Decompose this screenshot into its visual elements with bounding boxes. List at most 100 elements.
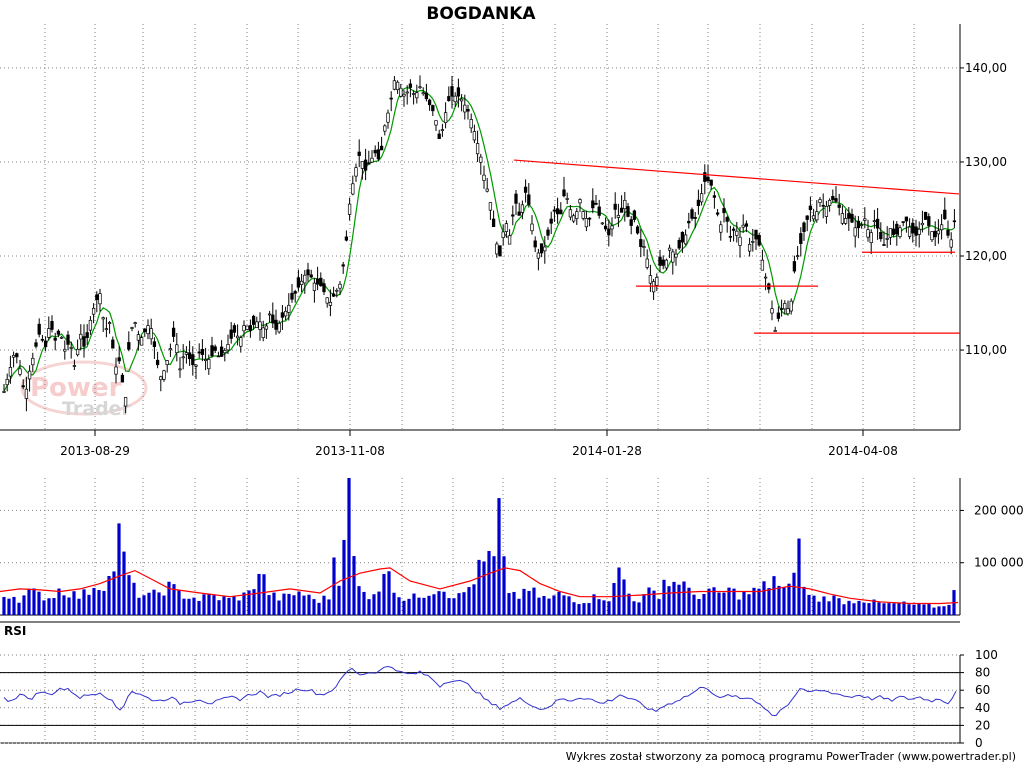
volume-bar [697,598,701,615]
candle [655,277,659,286]
volume-bar [457,593,461,615]
volume-bar [497,498,501,615]
candle [50,321,54,330]
volume-bar [657,599,661,615]
volume-bar [142,595,146,615]
candle [450,86,454,97]
price-moving-average [3,86,955,392]
candle [757,234,761,246]
volume-bar [552,595,556,615]
candle [379,145,384,151]
volume-bar [792,572,796,615]
candle [21,385,25,388]
volume-bars [2,478,956,615]
candle [674,253,678,258]
volume-bar [567,596,571,615]
volume-bar [127,575,131,615]
candle [95,294,99,301]
volume-bar [672,581,676,615]
candle [184,352,189,355]
candle [143,328,147,332]
candle [600,222,605,225]
volume-bar [512,591,516,615]
candle [715,212,720,215]
candle [712,195,717,198]
candle [584,218,589,228]
candle [571,215,576,222]
candle [904,216,909,222]
candle [696,199,701,206]
volume-bar [32,588,36,615]
date-tick-label: 2014-01-28 [572,444,642,458]
volume-bar [892,603,896,615]
candle [610,225,614,230]
candle [517,211,521,216]
candle [399,87,403,97]
volume-bar [667,586,671,615]
volume-bar [462,592,466,615]
volume-bar [317,602,321,615]
candle [91,307,96,315]
trendlines [513,159,960,334]
volume-bar [572,602,576,615]
candle [562,189,566,197]
candle [159,376,163,381]
candle [706,176,710,182]
candle [520,204,525,213]
candle [216,355,221,358]
candle [747,244,752,252]
candle [907,226,912,237]
candle [783,303,787,310]
candle [306,269,310,276]
candle [245,325,249,330]
volume-bar [182,598,186,615]
volume-bar [277,600,281,615]
candle [18,368,22,375]
candle [459,98,464,102]
candle [47,328,51,338]
volume-bar [682,581,686,615]
candle [136,334,141,341]
volume-bar [12,596,16,615]
volume-bar [402,600,406,615]
rsi-tick-label: 60 [975,683,990,697]
volume-bar [887,603,891,615]
candle [335,289,339,292]
watermark-logo: Power Trader [20,360,148,420]
candle [507,235,512,245]
volume-bar [422,597,426,615]
candle [66,334,70,345]
candle [344,236,349,241]
volume-bar [802,586,806,615]
candle [274,319,278,330]
candle [939,224,944,231]
candle [319,277,323,287]
candle [63,348,67,352]
volume-y-tick-labels: 100 000 200 000 [960,503,1024,570]
volume-bar [222,596,226,615]
volume-bar [272,592,276,615]
candle [207,359,211,370]
candle [879,232,883,240]
candle [437,133,441,139]
candle [546,229,550,236]
volume-bar [517,598,521,615]
date-tick-labels: 2013-08-29 2013-11-08 2014-01-28 2014-04-08 [60,430,898,458]
candle [27,370,32,380]
candle [219,346,224,357]
volume-bar [77,598,81,615]
candle [456,87,461,97]
candle [626,206,630,217]
candle [421,92,425,95]
volume-bar [852,603,856,615]
rsi-panel-label: RSI [4,624,26,638]
candle [226,344,230,351]
candle [43,340,48,348]
candle [511,214,515,217]
volume-bar [7,598,11,615]
price-y-tick-labels: 110,00 120,00 130,00 140,00 [960,61,1007,357]
volume-bar [532,587,536,615]
candle [578,199,582,204]
candle [872,220,877,222]
